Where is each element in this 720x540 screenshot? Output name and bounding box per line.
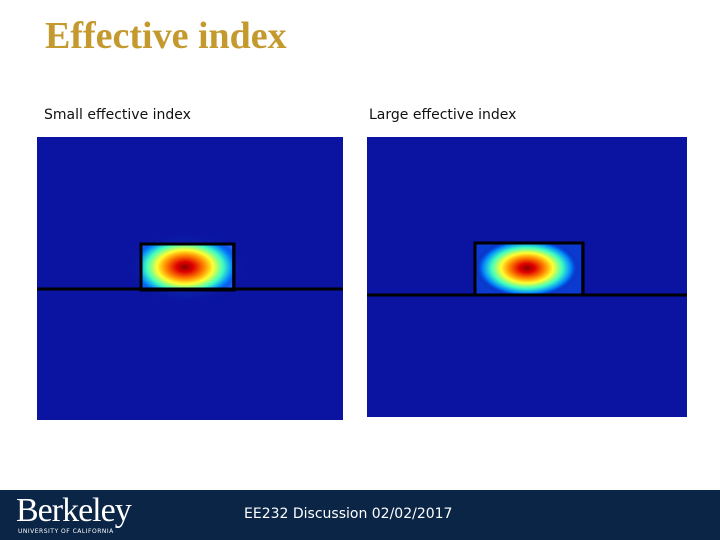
slide-title: Effective index	[45, 15, 287, 57]
mode-field	[142, 245, 232, 289]
mode-field	[476, 244, 579, 294]
logo-subtitle: UNIVERSITY OF CALIFORNIA	[18, 528, 114, 535]
panel-label: Large effective index	[369, 107, 517, 123]
footer-bar: Berkeley UNIVERSITY OF CALIFORNIA EE232 …	[0, 476, 720, 540]
footer-text: EE232 Discussion 02/02/2017	[244, 506, 453, 522]
page-number: 6	[671, 476, 679, 490]
logo: Berkeley	[16, 492, 132, 529]
mode-images	[37, 137, 687, 420]
panel-label: Small effective index	[44, 107, 191, 123]
